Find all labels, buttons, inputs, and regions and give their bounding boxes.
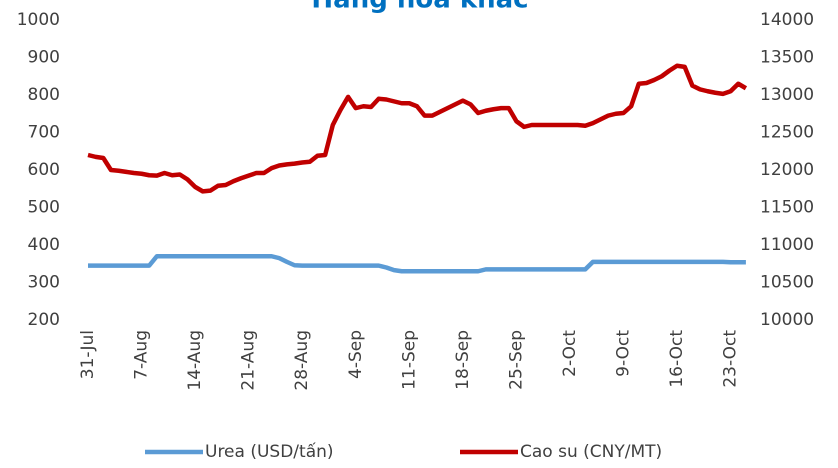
y-tick-label: 600 (28, 160, 60, 180)
y2-tick-label: 14000 (760, 10, 814, 30)
x-tick-label: 25-Sep (506, 330, 526, 390)
y2-tick-label: 10500 (760, 273, 814, 293)
x-tick-label: 23-Oct (721, 330, 741, 388)
y-tick-label: 700 (28, 123, 60, 143)
x-tick-label: 7-Aug (132, 330, 152, 380)
y2-tick-label: 12500 (760, 123, 814, 143)
x-tick-label: 9-Oct (614, 330, 634, 377)
x-tick-label: 21-Aug (239, 330, 259, 391)
legend-label: Cao su (CNY/MT) (520, 442, 662, 462)
y2-tick-label: 11000 (760, 235, 814, 255)
x-tick-label: 4-Sep (346, 330, 366, 379)
legend-label: Urea (USD/tấn) (205, 441, 334, 462)
y-tick-label: 800 (28, 85, 60, 105)
y2-tick-label: 10000 (760, 310, 814, 330)
x-tick-label: 16-Oct (667, 330, 687, 388)
y2-tick-label: 11500 (760, 198, 814, 218)
x-tick-label: 14-Aug (185, 330, 205, 391)
chart-title: Hàng hóa khác (311, 0, 528, 15)
y2-tick-label: 13500 (760, 48, 814, 68)
y-tick-label: 900 (28, 48, 60, 68)
x-tick-label: 31-Jul (78, 330, 98, 379)
series-line (88, 254, 746, 274)
y-tick-label: 500 (28, 198, 60, 218)
series-line (87, 63, 748, 194)
y-tick-label: 1000 (17, 10, 60, 30)
x-tick-label: 18-Sep (453, 330, 473, 390)
y2-tick-label: 12000 (760, 160, 814, 180)
y-tick-label: 300 (28, 273, 60, 293)
y-tick-label: 200 (28, 310, 60, 330)
x-tick-label: 28-Aug (292, 330, 312, 391)
y-tick-label: 400 (28, 235, 60, 255)
y2-tick-label: 13000 (760, 85, 814, 105)
x-tick-label: 11-Sep (399, 330, 419, 390)
x-tick-label: 2-Oct (560, 330, 580, 377)
